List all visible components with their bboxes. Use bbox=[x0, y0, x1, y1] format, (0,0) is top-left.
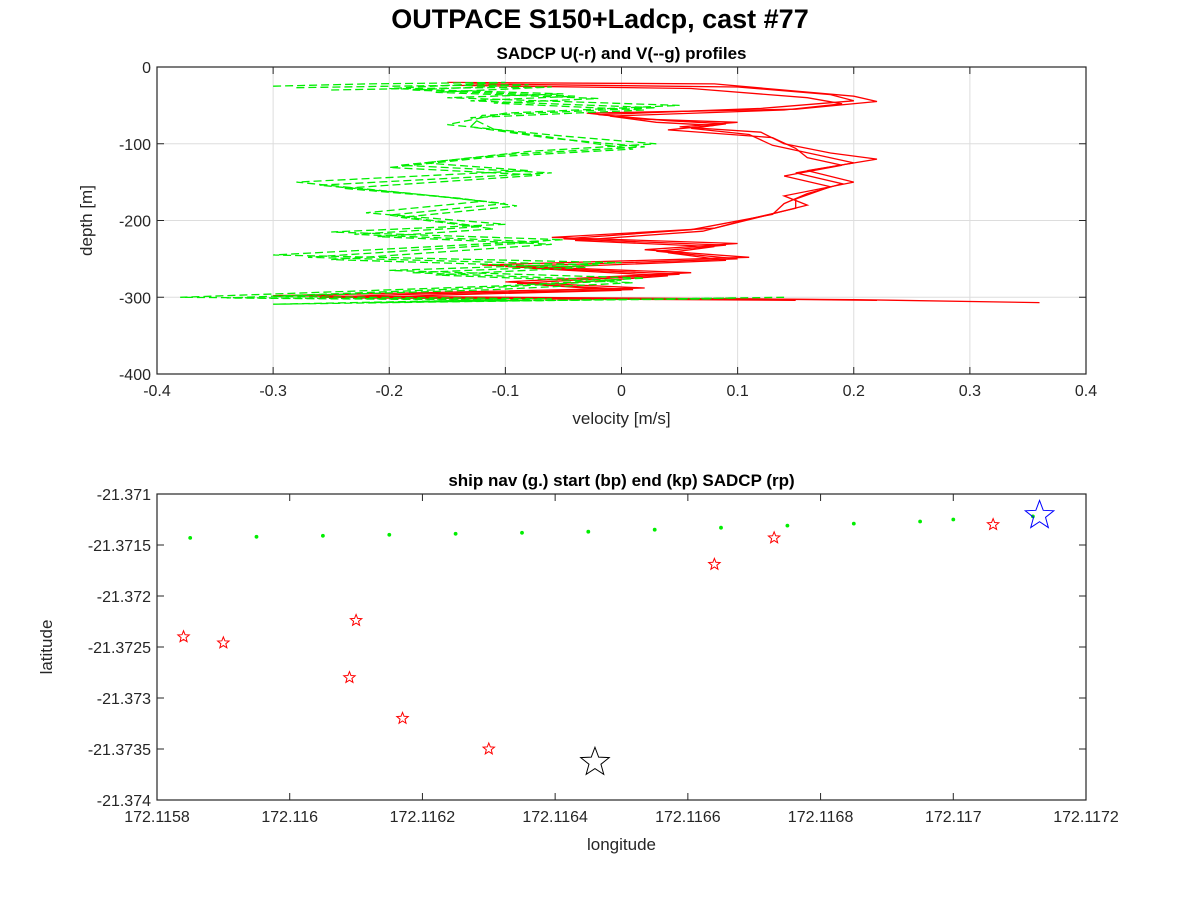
ax2-y-tick-label: -21.374 bbox=[97, 793, 151, 810]
nav-point bbox=[188, 536, 193, 540]
ax2-x-tick-label: 172.1166 bbox=[655, 809, 721, 826]
ax2-y-tick-label: -21.3735 bbox=[88, 742, 151, 759]
ax2-x-tick-label: 172.1164 bbox=[522, 809, 588, 826]
nav-x-axis-label: longitude bbox=[587, 835, 656, 854]
profiles-axes-title: SADCP U(-r) and V(--g) profiles bbox=[497, 44, 747, 63]
ax1-y-tick-label: -100 bbox=[119, 137, 151, 154]
ax2-x-tick-label: 172.116 bbox=[261, 809, 318, 826]
figure-title: OUTPACE S150+Ladcp, cast #77 bbox=[391, 4, 809, 34]
sadcp-star-marker bbox=[767, 530, 782, 544]
nav-point bbox=[719, 525, 723, 530]
ax2-y-tick-label: -21.372 bbox=[97, 589, 151, 606]
end-star-marker bbox=[579, 745, 611, 776]
sadcp-star-marker bbox=[986, 517, 1001, 531]
nav-point bbox=[785, 523, 790, 528]
nav-point bbox=[586, 529, 591, 534]
nav-point bbox=[62, 536, 66, 540]
nav-point bbox=[652, 527, 657, 532]
ax1-y-tick-label: -200 bbox=[119, 214, 151, 231]
ax2-x-tick-label: 172.117 bbox=[925, 809, 982, 826]
nav-point bbox=[49, 536, 53, 540]
profiles-axes: -0.4 -0.3 -0.2 -0.1 0 0.1 0.2 0.3 0.4 0 -100 -200 -3… bbox=[77, 44, 1097, 428]
nav-y-axis-label: latitude bbox=[37, 620, 56, 675]
nav-point bbox=[918, 519, 922, 524]
profile-V-line bbox=[180, 81, 785, 305]
start-star-marker bbox=[1023, 498, 1056, 529]
profiles-x-axis-label: velocity [m/s] bbox=[572, 409, 670, 428]
ax1-y-tick-label: -400 bbox=[119, 367, 151, 384]
ax1-x-tick-label: -0.1 bbox=[492, 383, 520, 400]
nav-point bbox=[387, 532, 392, 537]
ax2-x-tick-label: 172.1158 bbox=[124, 809, 190, 826]
ax1-y-tick-label: 0 bbox=[142, 60, 151, 77]
ax2-y-tick-label: -21.373 bbox=[97, 691, 151, 708]
ax1-x-tick-label: 0.3 bbox=[959, 383, 981, 400]
nav-point bbox=[36, 536, 40, 540]
ax1-plot-layer bbox=[180, 81, 1040, 305]
profiles-y-axis-label: depth [m] bbox=[77, 185, 96, 256]
nav-point bbox=[254, 534, 259, 539]
ax2-y-tick-label: -21.371 bbox=[97, 487, 151, 504]
sadcp-star-marker bbox=[216, 635, 231, 649]
nav-point bbox=[321, 533, 325, 538]
nav-axes: 172.1158 172.116 172.1162 172.1164 172.1166 1… bbox=[9, 471, 1119, 854]
ax2-x-tick-label: 172.1168 bbox=[788, 809, 854, 826]
nav-point bbox=[76, 535, 80, 539]
nav-axes-title: ship nav (g.) start (bp) end (kp) SADCP … bbox=[448, 471, 794, 490]
ax2-y-tick-label: -21.3725 bbox=[88, 640, 151, 657]
nav-point bbox=[520, 530, 524, 535]
nav-point bbox=[9, 536, 13, 540]
ax1-x-tick-label: 0.4 bbox=[1075, 383, 1097, 400]
ax1-x-tick-label: 0.1 bbox=[727, 383, 749, 400]
sadcp-star-marker bbox=[349, 613, 364, 627]
ax1-x-tick-label: 0 bbox=[617, 383, 626, 400]
profile-U-line bbox=[273, 81, 1040, 304]
sadcp-star-marker bbox=[707, 557, 722, 571]
ax2-plot-layer bbox=[9, 498, 1056, 776]
ax1-x-tick-label: 0.2 bbox=[843, 383, 865, 400]
sadcp-star-marker bbox=[342, 670, 357, 684]
sadcp-star-marker bbox=[176, 629, 191, 643]
ax1-x-tick-label: -0.4 bbox=[143, 383, 171, 400]
nav-point bbox=[851, 521, 856, 526]
ax1-x-tick-label: -0.3 bbox=[259, 383, 287, 400]
nav-point bbox=[453, 531, 458, 536]
ax2-x-tick-label: 172.1172 bbox=[1053, 809, 1119, 826]
ax1-y-tick-label: -300 bbox=[119, 290, 151, 307]
ax2-x-tick-label: 172.1162 bbox=[390, 809, 456, 826]
sadcp-star-marker bbox=[481, 741, 496, 755]
ax1-x-tick-label: -0.2 bbox=[375, 383, 403, 400]
profile-U-line bbox=[319, 83, 878, 301]
ax2-plot-area bbox=[157, 494, 1086, 800]
nav-point bbox=[951, 517, 956, 522]
sadcp-star-marker bbox=[395, 711, 410, 725]
ax2-y-tick-label: -21.3715 bbox=[88, 538, 151, 555]
